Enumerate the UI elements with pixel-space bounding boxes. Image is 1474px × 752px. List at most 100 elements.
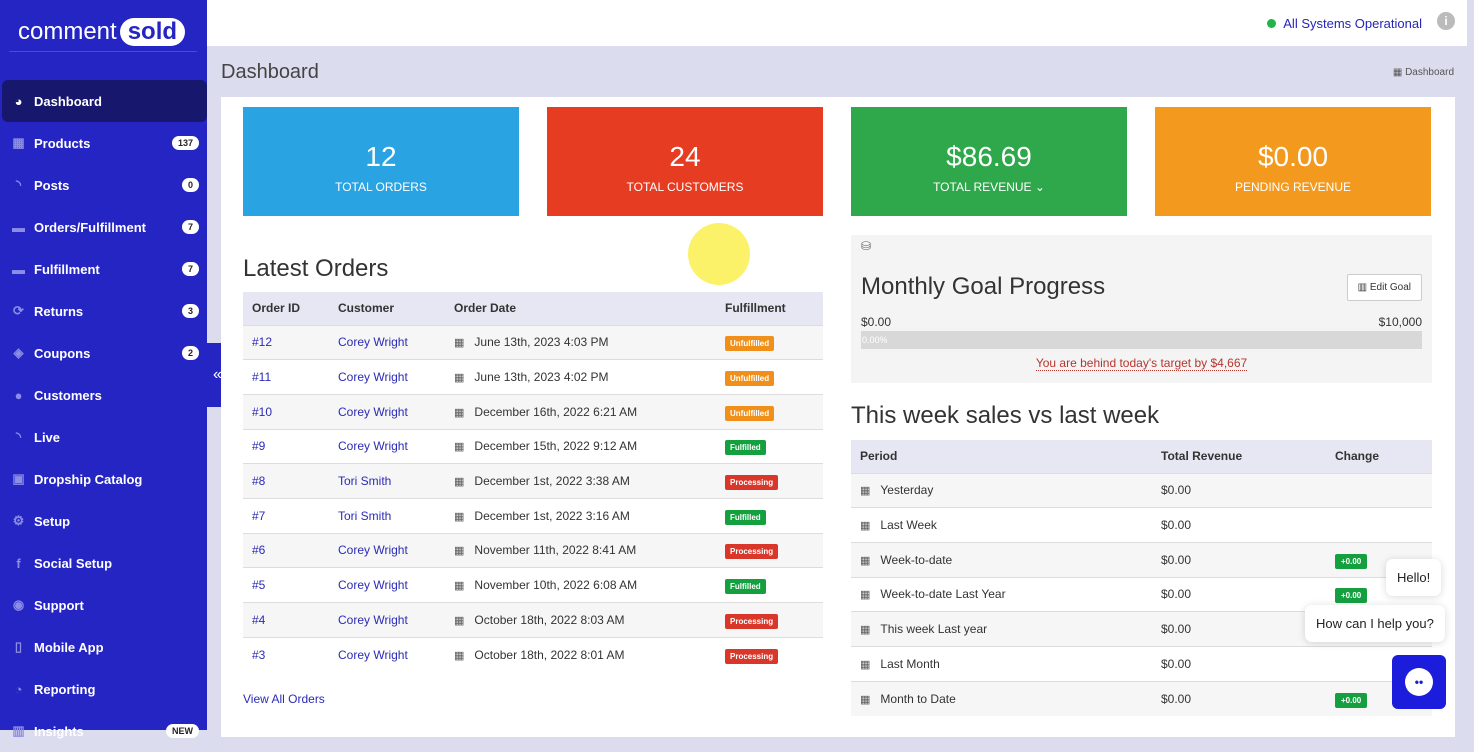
calendar-icon: ▦ (454, 649, 465, 662)
chat-bubble-help[interactable]: How can I help you? (1305, 605, 1445, 642)
chat-launcher-button[interactable]: •• (1392, 655, 1446, 709)
goal-min: $0.00 (861, 315, 892, 329)
system-status[interactable]: All Systems Operational (1267, 16, 1422, 31)
order-id-link[interactable]: #5 (252, 578, 266, 593)
bar-chart-icon: ▥ (12, 723, 25, 738)
logo-text: comment (18, 18, 117, 45)
sidebar-item-reporting[interactable]: ◔ Reporting (2, 668, 207, 710)
order-id-link[interactable]: #8 (252, 474, 266, 489)
order-id-link[interactable]: #6 (252, 543, 266, 558)
order-id-link[interactable]: #3 (252, 647, 266, 662)
sidebar-item-customers[interactable]: ● Customers (2, 374, 207, 416)
sidebar-item-support[interactable]: ◉ Support (2, 584, 207, 626)
sidebar-item-products[interactable]: ▦ Products 137 (2, 122, 207, 164)
sidebar-item-insights[interactable]: ▥ Insights NEW (2, 710, 207, 752)
sidebar-item-live[interactable]: ◝ Live (2, 416, 207, 458)
sidebar-item-orders-fulfillment[interactable]: ▬ Orders/Fulfillment 7 (2, 206, 207, 248)
table-row: #11 Corey Wright ▦ June 13th, 2023 4:02 PM U… (243, 359, 823, 395)
order-id-link[interactable]: #10 (252, 404, 273, 419)
table-row: #3 Corey Wright ▦ October 18th, 2022 8:01 A… (243, 636, 823, 672)
revenue: $0.00 (1152, 680, 1326, 716)
stat-card-total-customers[interactable]: 24 TOTAL CUSTOMERS (547, 107, 823, 216)
order-id-link[interactable]: #9 (252, 439, 266, 454)
sidebar-item-dashboard[interactable]: ◕ Dashboard (2, 80, 207, 122)
period: Last Month (880, 656, 940, 671)
customer-link[interactable]: Corey Wright (338, 578, 408, 593)
view-all-orders-link[interactable]: View All Orders (243, 692, 325, 706)
mobile-icon: ▯ (14, 639, 23, 654)
revenue: $0.00 (1152, 507, 1326, 543)
calendar-icon: ▦ (860, 624, 871, 637)
sidebar-item-dropship-catalog[interactable]: ▣ Dropship Catalog (2, 458, 207, 500)
table-row: ▦ Last Month $0.00 (851, 645, 1432, 682)
breadcrumb[interactable]: ▦ Dashboard (1392, 67, 1454, 78)
stat-label: PENDING REVENUE (1234, 180, 1352, 194)
sidebar-item-mobile-app[interactable]: ▯ Mobile App (2, 626, 207, 668)
sidebar: comment sold ◕ Dashboard ▦ Products 137 ◝ Posts… (0, 0, 207, 739)
cursor-highlight (688, 223, 750, 285)
chat-bubble-hello[interactable]: Hello! (1386, 559, 1442, 596)
stat-card-total-orders[interactable]: 12 TOTAL ORDERS (243, 107, 519, 216)
sidebar-item-posts[interactable]: ◝ Posts 0 (2, 164, 207, 206)
status-badge: Processing (725, 613, 779, 629)
sidebar-item-fulfillment[interactable]: ▬ Fulfillment 7 (2, 248, 207, 290)
calendar-icon: ▦ (860, 589, 871, 602)
customer-link[interactable]: Corey Wright (338, 543, 408, 558)
customer-link[interactable]: Corey Wright (338, 647, 408, 662)
order-id-link[interactable]: #7 (252, 508, 266, 523)
col-total-revenue: Total Revenue (1152, 440, 1326, 473)
logo[interactable]: comment sold (18, 18, 186, 46)
sidebar-item-label: Dashboard (34, 93, 102, 109)
order-id-link[interactable]: #12 (252, 335, 273, 350)
sidebar-item-label: Support (34, 597, 84, 613)
sidebar-nav: ◕ Dashboard ▦ Products 137 ◝ Posts 0 ▬ Orders/Ful… (2, 80, 207, 752)
customer-link[interactable]: Corey Wright (338, 404, 408, 419)
sidebar-item-setup[interactable]: ⚙ Setup (2, 500, 207, 542)
calendar-icon: ▦ (454, 406, 465, 419)
truck-icon: ▬ (12, 261, 25, 277)
sidebar-item-returns[interactable]: ⟳ Returns 3 (2, 290, 207, 332)
goal-max: $10,000 (1378, 315, 1422, 329)
stat-card-pending-revenue[interactable]: $0.00 PENDING REVENUE (1155, 107, 1431, 216)
status-badge: Processing (725, 544, 779, 560)
status-badge: Processing (725, 648, 779, 664)
customer-link[interactable]: Tori Smith (338, 508, 392, 523)
logo-badge: sold (119, 18, 186, 46)
order-id-link[interactable]: #11 (252, 370, 272, 385)
calendar-icon: ▦ (454, 545, 465, 558)
edit-goal-label: Edit Goal (1369, 282, 1411, 293)
cogs-icon: ⚙ (12, 513, 25, 528)
order-date: December 15th, 2022 9:12 AM (474, 439, 638, 454)
facebook-icon: f (16, 555, 21, 571)
customer-link[interactable]: Corey Wright (338, 370, 408, 385)
table-row: #7 Tori Smith ▦ December 1st, 2022 3:16 AM F… (243, 497, 823, 534)
sidebar-item-coupons[interactable]: ◈ Coupons 2 (2, 332, 207, 374)
info-icon[interactable]: i (1437, 12, 1455, 30)
stat-card-total-revenue[interactable]: $86.69 TOTAL REVENUE ⌄ (851, 107, 1127, 216)
table-row: #12 Corey Wright ▦ June 13th, 2023 4:03 PM U… (243, 324, 823, 360)
col-customer: Customer (329, 292, 445, 325)
stat-value: $86.69 (946, 141, 1032, 172)
page-title: Dashboard (221, 61, 319, 83)
breadcrumb-item[interactable]: Dashboard (1405, 67, 1454, 78)
order-date: October 18th, 2022 8:01 AM (474, 647, 625, 662)
customer-link[interactable]: Corey Wright (338, 335, 408, 350)
edit-goal-button[interactable]: ▥ Edit Goal (1346, 274, 1422, 301)
sidebar-item-label: Coupons (34, 345, 91, 361)
customer-link[interactable]: Tori Smith (338, 474, 392, 489)
monthly-goal-card: ⛁ Monthly Goal Progress ▥ Edit Goal $0.0… (851, 235, 1432, 383)
table-row: #9 Corey Wright ▦ December 15th, 2022 9:12 … (243, 428, 823, 464)
customer-link[interactable]: Corey Wright (338, 612, 408, 627)
calendar-icon: ▦ (454, 337, 465, 350)
order-date: November 10th, 2022 6:08 AM (474, 578, 638, 593)
chat-icon: •• (1405, 668, 1433, 696)
customer-link[interactable]: Corey Wright (338, 439, 408, 454)
sidebar-item-social-setup[interactable]: f Social Setup (2, 542, 207, 584)
col-order-date: Order Date (445, 292, 716, 325)
week-sales-table: Period Total Revenue Change ▦ Yesterday $0… (851, 440, 1432, 716)
period: Week-to-date (880, 552, 953, 567)
calendar-icon: ▦ (860, 554, 871, 567)
stat-label: TOTAL ORDERS (335, 180, 427, 194)
order-id-link[interactable]: #4 (252, 612, 266, 627)
chevron-down-icon[interactable]: ⌄ (1034, 180, 1045, 194)
